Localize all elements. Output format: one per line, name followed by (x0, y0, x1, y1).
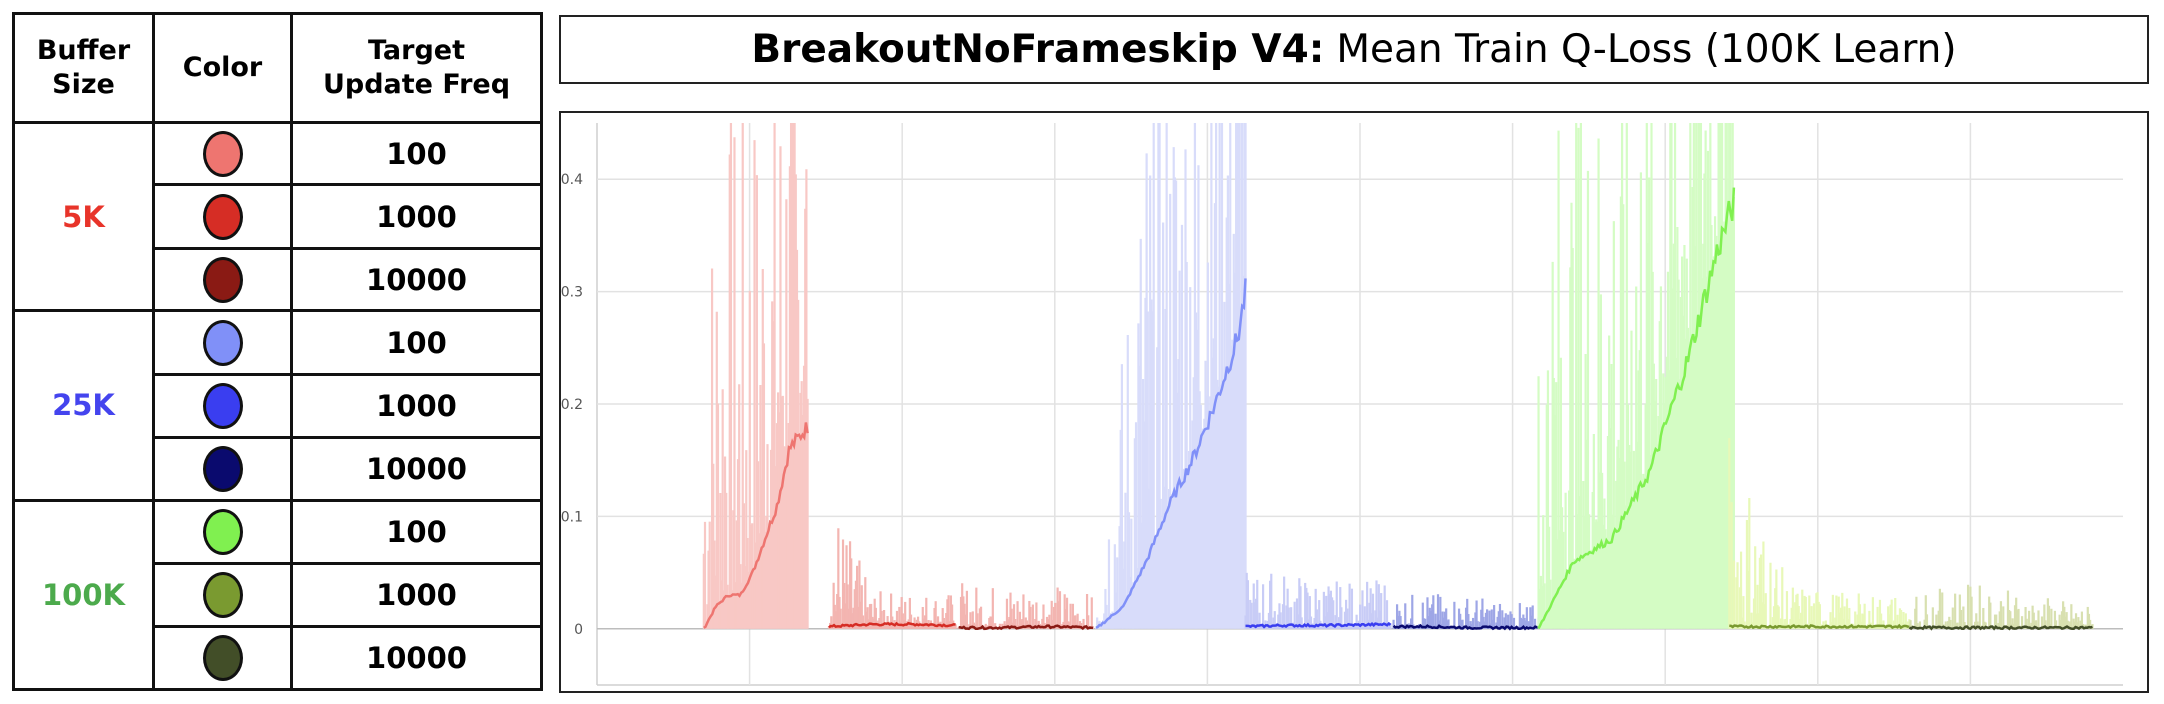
series-line (1095, 278, 1247, 629)
legend-row: 1000 (14, 562, 543, 628)
legend-row: 10000 (14, 624, 543, 691)
raw-trace (1244, 572, 1392, 629)
header-color: Color (152, 12, 293, 124)
legend-row: 1000 (14, 183, 543, 250)
series-line (1537, 187, 1736, 630)
color-swatch (202, 256, 243, 303)
chart-frame: 0 0.1 0.2 0.3 0.4 (559, 111, 2149, 693)
target-update-freq-value: 10000 (290, 246, 543, 313)
raw-trace (1392, 594, 1540, 629)
color-cell (152, 498, 293, 566)
color-cell (152, 436, 293, 502)
color-swatch (202, 193, 243, 240)
target-update-freq-value: 1000 (290, 183, 543, 250)
raw-trace (1094, 123, 1247, 629)
y-tick-label: 0.4 (561, 172, 583, 188)
target-update-freq-value: 100 (290, 309, 543, 376)
series-line (1245, 621, 1392, 629)
header-target-update-freq: Target Update Freq (290, 12, 543, 124)
chart-plot: 0 0.1 0.2 0.3 0.4 (561, 123, 2123, 686)
color-swatch (202, 319, 243, 366)
header-color-label: Color (182, 52, 263, 83)
y-tick-label: 0 (574, 622, 583, 638)
series-line (1729, 623, 1910, 630)
color-cell (152, 562, 293, 628)
series-line (958, 624, 1094, 631)
header-freq-label: Target Update Freq (322, 35, 511, 100)
header-buffer-size: Buffer Size (12, 12, 155, 124)
series-line (1908, 624, 2093, 631)
color-cell (152, 120, 293, 187)
chart-title: BreakoutNoFrameskip V4: Mean Train Q-Los… (559, 15, 2149, 84)
legend-row: 100K 100 (12, 498, 543, 692)
buffer-size-label: 5K (12, 120, 155, 313)
color-cell (152, 624, 293, 691)
chart-title-bold: BreakoutNoFrameskip V4: (751, 27, 1325, 72)
color-swatch (202, 634, 243, 681)
color-cell (152, 309, 293, 376)
y-tick-label: 0.3 (561, 285, 583, 301)
buffer-size-label: 100K (12, 498, 155, 692)
color-swatch (202, 508, 243, 555)
legend-table: Buffer Size Color Target Update Freq 5K 1… (12, 12, 543, 692)
color-swatch (202, 382, 243, 429)
target-update-freq-value: 100 (290, 498, 543, 566)
color-cell (152, 246, 293, 313)
legend-row: 10000 (14, 436, 543, 502)
color-swatch (202, 445, 243, 492)
raw-trace (1908, 584, 2094, 629)
raw-trace (702, 123, 809, 629)
raw-trace (957, 583, 1095, 629)
y-tick-label: 0.2 (561, 397, 583, 413)
buffer-size-label: 25K (12, 309, 155, 502)
raw-trace (1728, 438, 1911, 629)
target-update-freq-value: 1000 (290, 372, 543, 440)
raw-trace (1537, 123, 1735, 629)
series-line (1392, 623, 1539, 631)
raw-trace (827, 528, 957, 629)
target-update-freq-value: 10000 (290, 624, 543, 691)
color-swatch (202, 130, 243, 177)
series-line (703, 422, 809, 629)
color-cell (152, 183, 293, 250)
target-update-freq-value: 10000 (290, 436, 543, 502)
legend-row: 10000 (14, 246, 543, 313)
color-swatch (202, 571, 243, 618)
legend-row: 25K 100 (12, 309, 543, 502)
chart-title-rest: Mean Train Q-Loss (100K Learn) (1336, 27, 1957, 72)
target-update-freq-value: 100 (290, 120, 543, 187)
target-update-freq-value: 1000 (290, 562, 543, 628)
series-line (828, 621, 956, 629)
legend-row: 5K 100 (12, 120, 543, 313)
header-buffer-size-label: Buffer Size (36, 35, 131, 100)
y-tick-label: 0.1 (561, 509, 583, 525)
legend-row: 1000 (14, 372, 543, 440)
color-cell (152, 372, 293, 440)
